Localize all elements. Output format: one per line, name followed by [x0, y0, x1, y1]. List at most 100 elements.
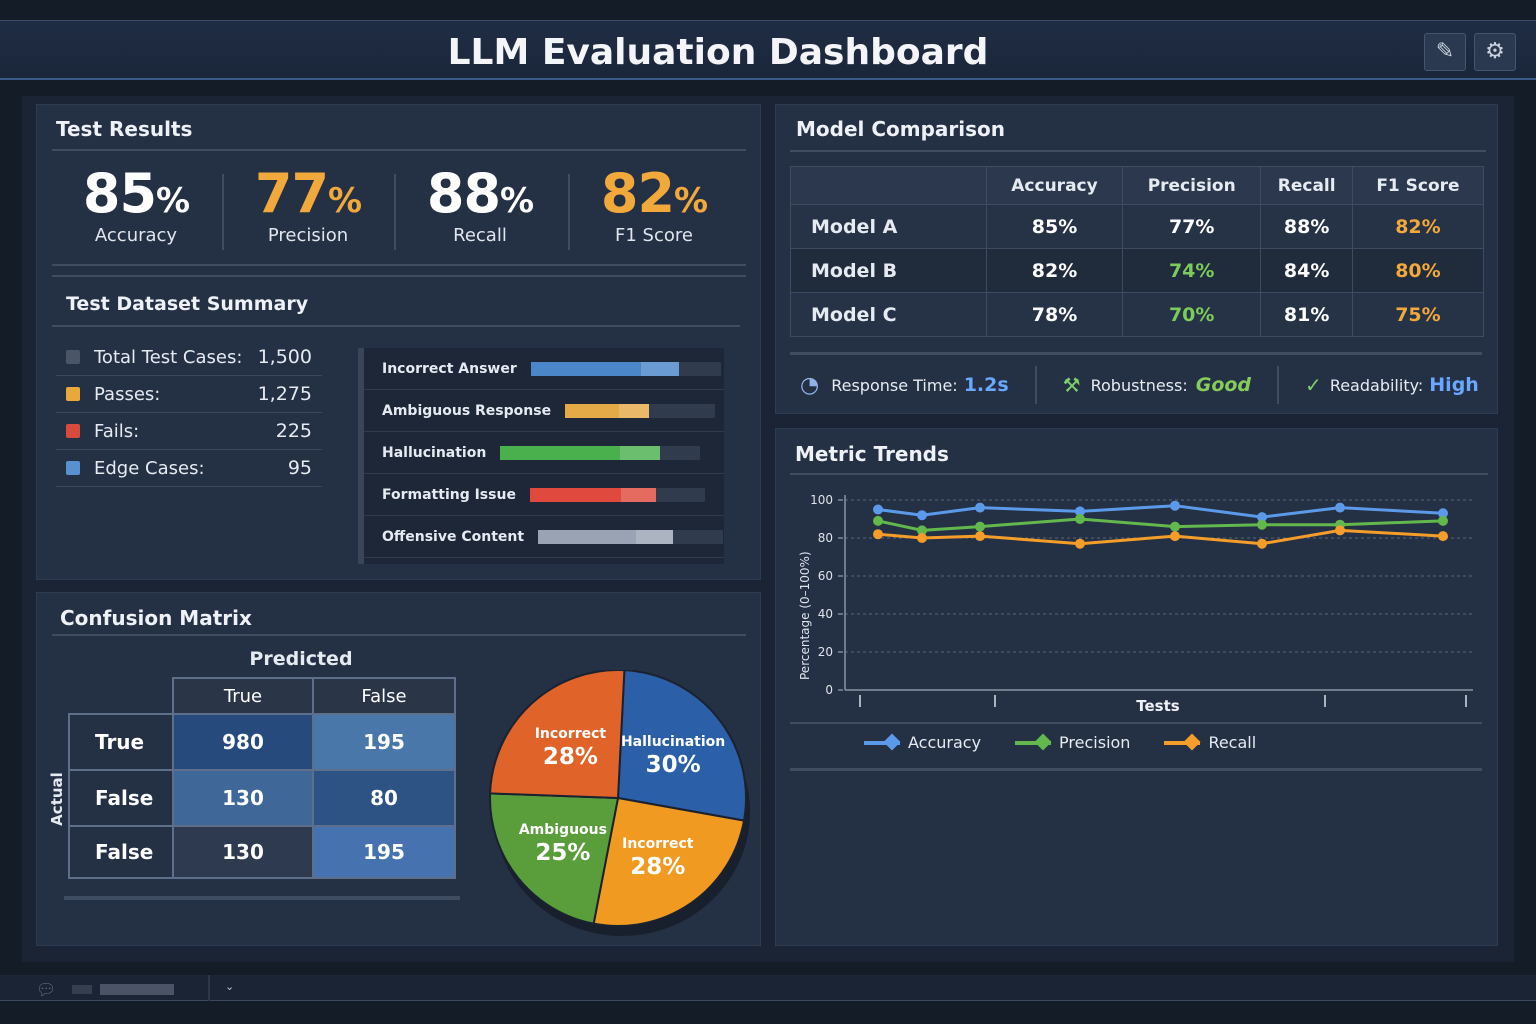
- error-bar-track: [538, 529, 724, 544]
- data-point-precision: [873, 515, 883, 526]
- y-tick-label: 20: [818, 645, 833, 659]
- series-line-accuracy: [877, 504, 1444, 519]
- summary-label: Edge Cases:: [94, 457, 205, 479]
- series-line-precision: [877, 517, 1444, 532]
- predicted-label: Predicted: [249, 648, 353, 670]
- error-pie-chart: Hallucination 30% Incorrect 28% Ambiguous 25%…: [489, 670, 750, 936]
- model-comparison-table: Accuracy Precision Recall F1 Score Model A 85…: [790, 166, 1485, 337]
- metric-cell: 77%: [1121, 204, 1262, 249]
- data-point-precision: [1075, 514, 1085, 524]
- confusion-title: Confusion Matrix: [60, 606, 252, 630]
- response-time-label: Response Time:: [831, 375, 958, 395]
- metric-cell: 84%: [1260, 248, 1353, 293]
- error-bar-highlight: [640, 361, 679, 376]
- model-name: Model B: [790, 248, 987, 293]
- status-placeholder: [72, 985, 92, 994]
- divider: [790, 150, 1486, 152]
- divider: [1277, 366, 1280, 404]
- error-bar-fill: [530, 361, 679, 376]
- pie-slice-value: 28%: [630, 854, 685, 880]
- matrix-row: False 130 195: [68, 825, 456, 879]
- gear-icon: ⚙: [1485, 39, 1505, 64]
- legend-swatch: [66, 350, 80, 364]
- pie-slice-value: 25%: [535, 840, 590, 866]
- model-comparison-title: Model Comparison: [796, 117, 1006, 141]
- legend-marker: [1015, 733, 1052, 750]
- model-row: Model A 85% 77% 88% 82%: [790, 204, 1485, 249]
- divider: [52, 325, 740, 327]
- matrix-cell: 980: [172, 713, 314, 771]
- metric-unit: %: [500, 181, 534, 221]
- error-bar-fill: [538, 529, 674, 544]
- metric-cell: 70%: [1121, 292, 1262, 337]
- error-type-label: Offensive Content: [382, 528, 525, 545]
- error-type-row: Hallucination: [364, 432, 724, 474]
- divider: [52, 149, 746, 151]
- matrix-cell: 195: [312, 713, 456, 771]
- data-point-accuracy: [1335, 502, 1345, 513]
- divider: [52, 634, 746, 636]
- metric-cell: 78%: [986, 292, 1123, 337]
- robustness-label: Robustness:: [1090, 375, 1188, 395]
- response-time-value: 1.2s: [963, 374, 1009, 396]
- dataset-summary-title: Test Dataset Summary: [66, 293, 309, 315]
- summary-value: 1,275: [257, 383, 312, 405]
- divider: [52, 264, 746, 266]
- data-point-accuracy: [873, 504, 883, 515]
- summary-value: 225: [275, 420, 312, 442]
- legend-label: Recall: [1208, 733, 1257, 752]
- x-axis-label: Tests: [1136, 697, 1180, 715]
- data-point-recall: [917, 533, 927, 543]
- data-point-accuracy: [975, 502, 985, 513]
- error-type-label: Formatting Issue: [382, 486, 516, 503]
- metric-number: 88: [426, 162, 501, 225]
- predicted-header: False: [312, 677, 456, 715]
- error-bar-highlight: [620, 487, 656, 502]
- chat-icon[interactable]: 💬︎: [36, 980, 57, 999]
- error-bar-fill: [565, 403, 650, 418]
- data-point-accuracy: [917, 510, 927, 521]
- metric-recall: 88% Recall: [396, 162, 564, 246]
- y-axis-label: Percentage (0–100%): [798, 551, 812, 680]
- summary-value: 95: [287, 457, 312, 479]
- divider: [222, 174, 224, 250]
- y-tick-label: 40: [818, 607, 833, 621]
- error-bar-highlight: [620, 445, 661, 460]
- divider: [790, 473, 1488, 475]
- series-line-recall: [877, 528, 1444, 546]
- metric-label: Precision: [267, 225, 349, 246]
- summary-row: Edge Cases: 95: [56, 450, 322, 487]
- y-tick-label: 100: [810, 493, 833, 507]
- data-point-precision: [1438, 515, 1448, 526]
- column-header: Recall: [1260, 166, 1353, 205]
- test-results-title: Test Results: [56, 117, 193, 141]
- matrix-cell: 130: [172, 769, 314, 827]
- confusion-matrix: True False True 980 195 False 130 80 False 130 195: [68, 677, 456, 879]
- column-header: Precision: [1121, 166, 1262, 205]
- summary-label: Fails:: [94, 420, 140, 442]
- edit-button[interactable]: ✎: [1424, 33, 1466, 71]
- data-point-recall: [1257, 538, 1267, 549]
- matrix-cell: 195: [312, 825, 456, 879]
- error-bar-track: [500, 445, 701, 460]
- metric-f1-score: 82% F1 Score: [570, 162, 738, 246]
- actual-label: Actual: [47, 772, 66, 826]
- actual-row-label: True: [68, 713, 174, 771]
- y-tick-label: 80: [818, 531, 833, 545]
- status-placeholder: [100, 984, 174, 995]
- settings-button[interactable]: ⚙: [1474, 33, 1516, 71]
- chevron-down-icon[interactable]: ⌄: [225, 980, 235, 993]
- actual-row-label: False: [68, 825, 174, 879]
- pencil-icon: ✎: [1435, 39, 1455, 64]
- metric-label: Recall: [453, 225, 507, 246]
- pie-slice-label: Incorrect: [535, 726, 607, 742]
- data-point-precision: [917, 525, 927, 536]
- column-header: F1 Score: [1351, 166, 1485, 205]
- error-bar-highlight: [619, 403, 650, 418]
- legend-swatch: [66, 461, 80, 475]
- metric-value: 85%: [52, 162, 220, 225]
- actual-row-label: False: [68, 769, 174, 827]
- pie-slice: [616, 670, 747, 822]
- error-bar-highlight: [636, 529, 674, 544]
- y-tick-label: 0: [825, 683, 833, 697]
